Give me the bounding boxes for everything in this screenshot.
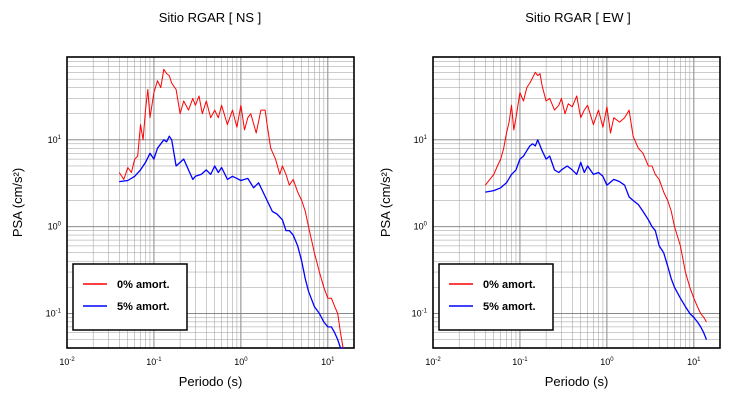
x-tick-label: 100 <box>600 357 614 367</box>
legend: 0% amort. 5% amort. <box>72 263 188 331</box>
series-line-0pct <box>118 68 344 349</box>
plot-frame <box>432 56 721 349</box>
y-tick-label: 10-1 <box>412 308 428 318</box>
legend: 0% amort. 5% amort. <box>438 263 554 331</box>
x-tick-label: 10-1 <box>512 357 528 367</box>
y-tick-label: 100 <box>414 222 428 232</box>
x-tick-label: 10-2 <box>425 357 441 367</box>
legend-label: 0% amort. <box>483 279 536 291</box>
y-tick-label: 101 <box>48 135 62 145</box>
grid <box>67 57 354 348</box>
chart-panel-2: Sitio RGAR [ EW ] Periodo (s) PSA (cm/s²) 1… <box>378 10 721 389</box>
y-tick-label: 100 <box>48 222 62 232</box>
legend-label: 5% amort. <box>117 301 170 313</box>
legend-label: 5% amort. <box>483 301 536 313</box>
x-axis-label: Periodo (s) <box>179 374 243 389</box>
x-axis-label: Periodo (s) <box>545 374 609 389</box>
x-tick-label: 10-2 <box>59 357 75 367</box>
y-axis-label: PSA (cm/s²) <box>10 168 25 237</box>
x-tick-label: 100 <box>234 357 248 367</box>
y-tick-label: 101 <box>414 135 428 145</box>
series-line-5pct <box>119 135 344 349</box>
series-line-5pct <box>485 139 708 340</box>
x-tick-label: 10-1 <box>146 357 162 367</box>
y-tick-label: 10-1 <box>46 308 62 318</box>
y-axis-label: PSA (cm/s²) <box>378 168 393 237</box>
x-tick-label: 101 <box>321 357 335 367</box>
chart-panel-1: Sitio RGAR [ NS ] Periodo (s) PSA (cm/s²) 1… <box>10 10 355 389</box>
series-line-0pct <box>484 71 707 323</box>
plot-frame <box>66 56 355 349</box>
chart-title: Sitio RGAR [ EW ] <box>525 10 630 25</box>
x-tick-label: 101 <box>687 357 701 367</box>
legend-box <box>72 263 188 331</box>
legend-label: 0% amort. <box>117 279 170 291</box>
legend-box <box>438 263 554 331</box>
chart-title: Sitio RGAR [ NS ] <box>159 10 262 25</box>
